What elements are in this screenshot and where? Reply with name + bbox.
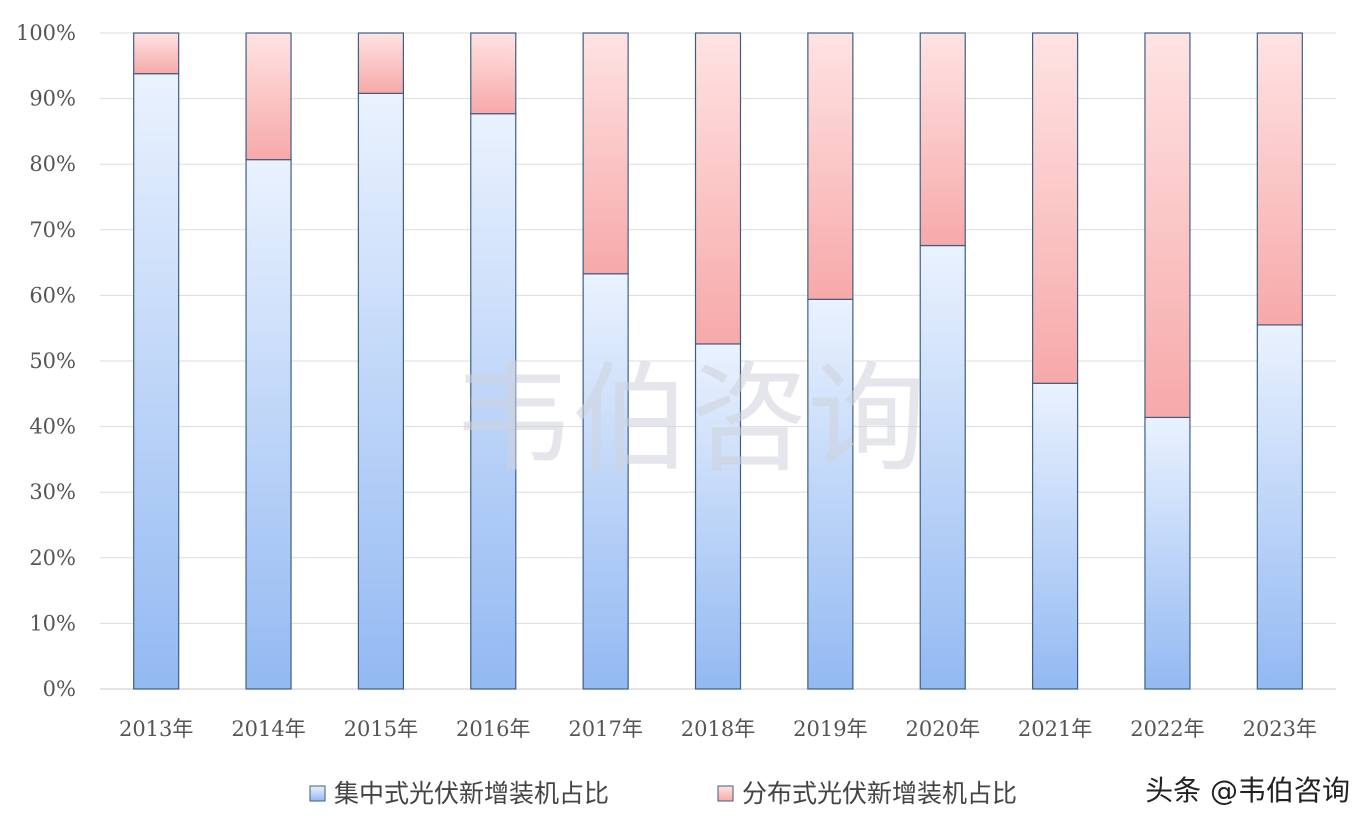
y-tick-label: 60% bbox=[29, 283, 76, 307]
bar-centralized-2015年 bbox=[357, 92, 405, 690]
bars bbox=[133, 32, 1303, 690]
bar-centralized-2022年 bbox=[1144, 416, 1191, 690]
y-tick-label: 10% bbox=[29, 611, 76, 635]
y-tick-label: 0% bbox=[43, 677, 76, 701]
x-tick-label: 2017年 bbox=[568, 717, 642, 741]
bar-centralized-2014年 bbox=[245, 159, 292, 690]
bar-distributed-2021年 bbox=[1031, 32, 1079, 384]
y-tick-label: 70% bbox=[29, 218, 76, 242]
bar-distributed-2014年 bbox=[245, 32, 292, 161]
y-tick-label: 20% bbox=[29, 546, 76, 570]
x-tick-label: 2023年 bbox=[1243, 717, 1317, 741]
bar-distributed-2015年 bbox=[357, 32, 405, 94]
bar-centralized-2023年 bbox=[1256, 324, 1303, 690]
y-tick-label: 40% bbox=[29, 415, 76, 439]
bar-distributed-2023年 bbox=[1256, 32, 1303, 326]
y-tick-label: 80% bbox=[29, 152, 76, 176]
bar-distributed-2017年 bbox=[582, 32, 629, 275]
bar-centralized-2018年 bbox=[694, 343, 742, 690]
y-tick-label: 50% bbox=[29, 349, 76, 373]
legend: 集中式光伏新增装机占比 分布式光伏新增装机占比 bbox=[309, 779, 1017, 808]
legend-label: 集中式光伏新增装机占比 bbox=[334, 779, 609, 808]
bar-distributed-2016年 bbox=[470, 32, 517, 115]
bar-centralized-2017年 bbox=[582, 273, 629, 690]
corner-watermark: 头条 @韦伯咨询 bbox=[1145, 774, 1350, 807]
x-axis-ticks: 2013年 2014年 2015年 2016年 2017年 2018年 2019年 2020年… bbox=[119, 717, 1317, 741]
x-tick-label: 2016年 bbox=[456, 717, 530, 741]
bar-distributed-2013年 bbox=[133, 32, 180, 75]
x-tick-label: 2018年 bbox=[681, 717, 755, 741]
x-tick-label: 2020年 bbox=[906, 717, 980, 741]
bar-distributed-2019年 bbox=[807, 32, 854, 300]
x-tick-label: 2022年 bbox=[1130, 717, 1204, 741]
y-tick-label: 100% bbox=[16, 21, 76, 45]
bar-centralized-2019年 bbox=[807, 298, 854, 690]
x-tick-label: 2021年 bbox=[1018, 717, 1092, 741]
bar-centralized-2013年 bbox=[133, 73, 180, 690]
bar-centralized-2021年 bbox=[1031, 382, 1079, 690]
x-tick-label: 2013年 bbox=[119, 717, 193, 741]
x-tick-label: 2014年 bbox=[231, 717, 305, 741]
x-tick-label: 2019年 bbox=[793, 717, 867, 741]
y-tick-label: 30% bbox=[29, 480, 76, 504]
bar-distributed-2020年 bbox=[919, 32, 966, 247]
legend-swatch bbox=[717, 785, 734, 802]
y-tick-label: 90% bbox=[29, 87, 76, 111]
legend-label: 分布式光伏新增装机占比 bbox=[742, 779, 1017, 808]
watermark-text: 韦伯咨询 bbox=[454, 350, 926, 488]
x-tick-label: 2015年 bbox=[344, 717, 418, 741]
bar-distributed-2018年 bbox=[694, 32, 742, 345]
legend-swatch bbox=[309, 785, 326, 802]
y-axis-ticks: 0% 10% 20% 30% 40% 50% 60% 70% 80% 90% 100% bbox=[16, 21, 76, 701]
bar-centralized-2020年 bbox=[919, 244, 966, 690]
bar-distributed-2022年 bbox=[1144, 32, 1191, 419]
